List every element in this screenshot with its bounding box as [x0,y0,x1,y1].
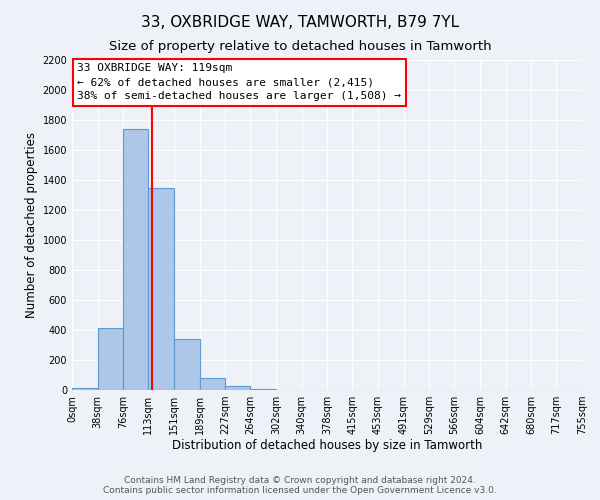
Text: 33 OXBRIDGE WAY: 119sqm
← 62% of detached houses are smaller (2,415)
38% of semi: 33 OXBRIDGE WAY: 119sqm ← 62% of detache… [77,64,401,102]
Bar [226,386,250,390]
Text: 33, OXBRIDGE WAY, TAMWORTH, B79 7YL: 33, OXBRIDGE WAY, TAMWORTH, B79 7YL [141,15,459,30]
Bar [250,389,276,390]
X-axis label: Distribution of detached houses by size in Tamworth: Distribution of detached houses by size … [172,438,482,452]
Bar [174,339,200,390]
Bar [98,328,124,390]
Bar [124,129,148,390]
Y-axis label: Number of detached properties: Number of detached properties [25,132,38,318]
Bar [200,378,226,390]
Text: Size of property relative to detached houses in Tamworth: Size of property relative to detached ho… [109,40,491,53]
Bar [72,388,98,390]
Text: Contains HM Land Registry data © Crown copyright and database right 2024.
Contai: Contains HM Land Registry data © Crown c… [103,476,497,495]
Bar [148,188,174,390]
